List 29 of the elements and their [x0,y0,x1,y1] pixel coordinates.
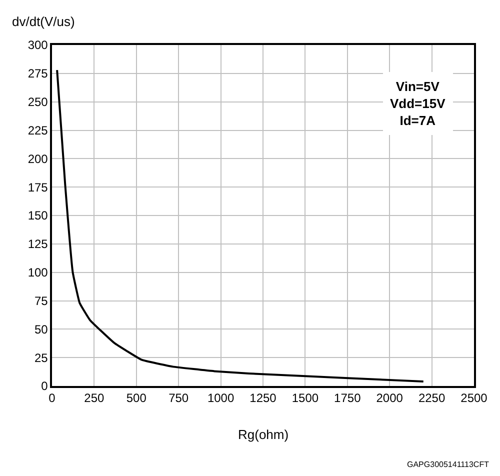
y-tick-label: 75 [34,294,48,308]
annotation: Vin=5V [396,79,440,94]
y-tick-label: 225 [28,123,48,138]
x-tick-label: 2250 [418,391,446,406]
x-tick-label: 750 [168,391,189,406]
x-tick-label: 2500 [460,391,488,406]
y-tick-label: 125 [28,237,48,252]
y-tick-label: 150 [28,208,48,223]
x-tick-label: 1750 [334,391,362,406]
y-tick-label: 250 [28,95,48,110]
y-tick-label: 275 [28,66,48,81]
y-tick-label: 50 [34,322,48,336]
y-tick-label: 200 [28,152,48,166]
x-tick-label: 500 [126,391,147,406]
annotation: Vdd=15V [390,96,446,111]
x-tick-label: 1500 [292,391,319,406]
annotation: Id=7A [400,112,436,128]
y-tick-label: 300 [28,38,48,52]
x-tick-label: 250 [84,391,105,406]
x-axis-title: Rg(ohm) [238,427,289,442]
y-tick-label: 100 [28,266,48,280]
y-tick-label: 175 [28,180,48,194]
text: GAPG3005141113CFT [407,460,490,469]
y-axis-title: dv/dt(V/us) [12,14,75,29]
x-tick-label: 2000 [376,391,404,406]
x-tick-label: 1000 [207,391,234,406]
x-tick-label: 1250 [250,391,277,406]
y-tick-label: 0 [41,379,48,394]
y-tick-label: 25 [34,350,48,365]
